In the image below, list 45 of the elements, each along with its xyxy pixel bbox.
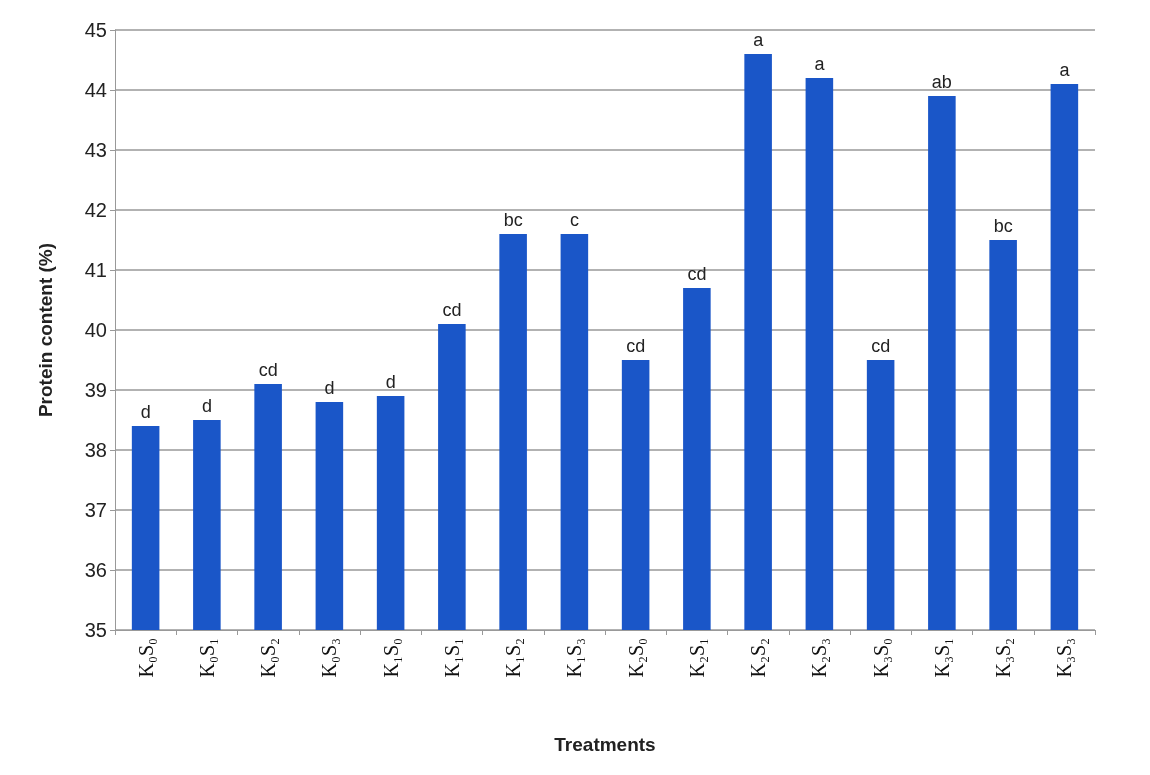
y-tick-label: 36 xyxy=(84,559,107,581)
x-tick-label: K₁S₁ xyxy=(440,638,463,678)
data-label: d xyxy=(385,372,396,392)
x-tick-label: K₃S₃ xyxy=(1053,638,1076,678)
data-label: d xyxy=(324,378,335,398)
x-tick-label: K₃S₁ xyxy=(930,638,953,678)
data-label: d xyxy=(140,402,151,422)
data-label: a xyxy=(753,30,765,50)
x-tick-label: K₃S₂ xyxy=(992,638,1015,678)
x-tick-label: K₁S₃ xyxy=(563,638,586,678)
y-tick-label: 45 xyxy=(84,19,107,41)
x-tick-label: K₂S₁ xyxy=(685,638,708,678)
x-tick-label: K₁S₂ xyxy=(502,638,525,678)
data-label: cd xyxy=(442,300,462,320)
y-axis-title: Protein content (%) xyxy=(35,242,56,418)
data-label: a xyxy=(1059,60,1071,80)
data-label: d xyxy=(201,396,212,416)
data-label: a xyxy=(814,54,826,74)
y-tick-label: 42 xyxy=(84,199,107,221)
data-label: cd xyxy=(626,336,646,356)
data-label: c xyxy=(569,210,579,230)
y-tick-label: 43 xyxy=(84,139,107,161)
y-tick-label: 37 xyxy=(84,499,107,521)
x-tick-label: K₃S₀ xyxy=(869,637,892,678)
x-tick-label: K₂S₃ xyxy=(808,638,831,678)
y-tick-label: 39 xyxy=(84,379,107,401)
x-tick-label: K₀S₀ xyxy=(134,637,157,678)
y-tick-label: 40 xyxy=(84,319,107,341)
y-tick-label: 44 xyxy=(84,79,107,101)
data-label: cd xyxy=(871,336,891,356)
x-tick-label: K₀S₂ xyxy=(257,638,280,678)
x-axis-title: Treatments xyxy=(554,734,656,755)
data-label: ab xyxy=(931,72,952,92)
y-tick-label: 38 xyxy=(84,439,107,461)
y-tick-label: 41 xyxy=(84,259,107,281)
x-tick-label: K₀S₃ xyxy=(318,638,341,678)
x-tick-label: K₂S₀ xyxy=(624,637,647,678)
x-tick-label: K₁S₀ xyxy=(379,637,402,678)
x-tick-label: K₀S₁ xyxy=(195,638,218,678)
data-label: bc xyxy=(503,210,523,230)
x-tick-label: K₂S₂ xyxy=(747,638,770,678)
data-label: cd xyxy=(258,360,278,380)
data-label: cd xyxy=(687,264,707,284)
data-label: bc xyxy=(993,216,1013,236)
y-tick-label: 35 xyxy=(84,619,107,641)
